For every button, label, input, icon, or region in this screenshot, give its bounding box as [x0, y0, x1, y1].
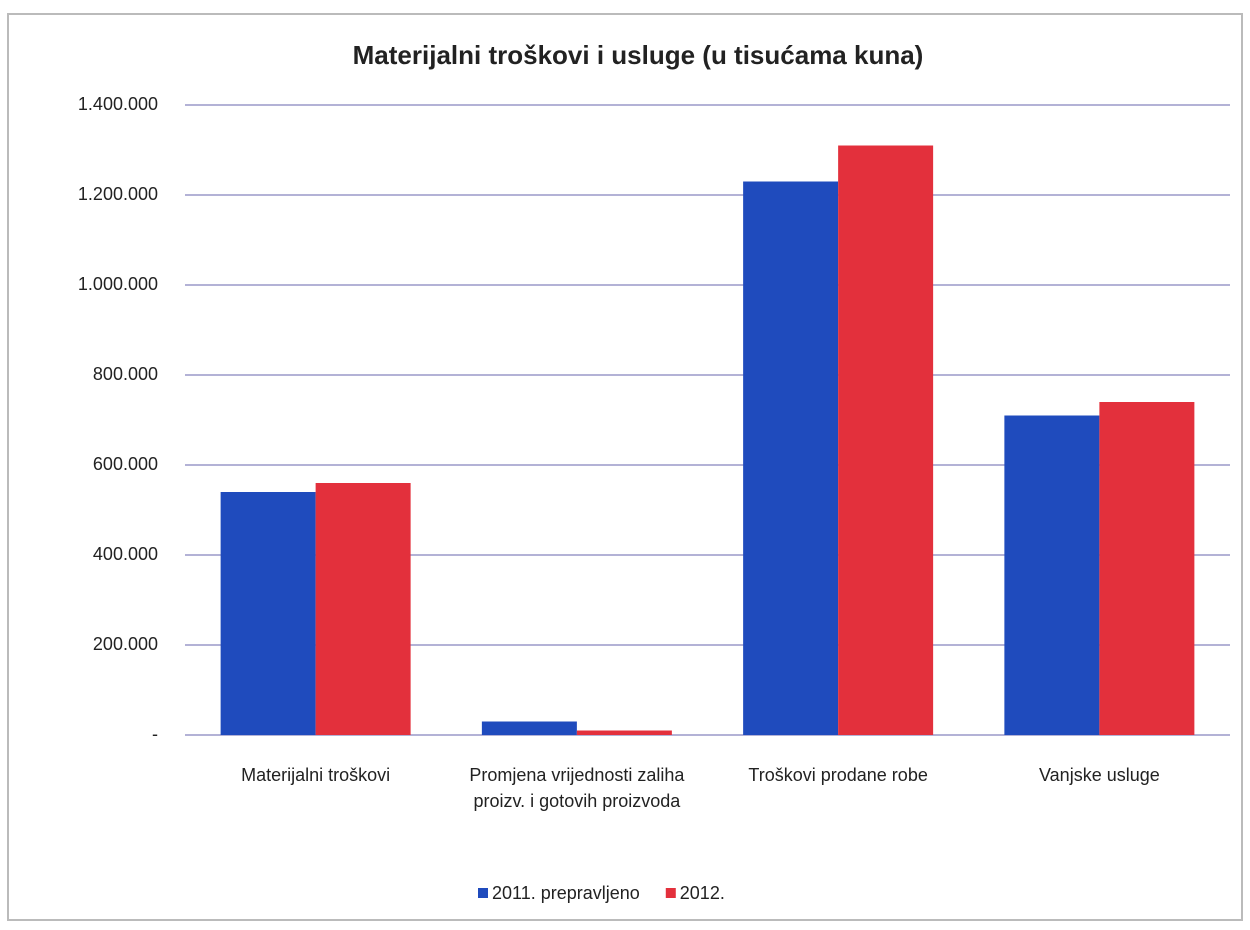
y-tick-label: 1.200.000 — [78, 184, 158, 204]
y-tick-label: - — [152, 724, 158, 744]
bar — [838, 145, 934, 735]
y-tick-label: 800.000 — [93, 364, 158, 384]
y-tick-label: 400.000 — [93, 544, 158, 564]
bar — [1099, 402, 1195, 735]
bar — [743, 181, 839, 735]
legend-swatch — [478, 888, 488, 898]
x-tick-label: Promjena vrijednosti zaliha proizv. i go… — [469, 765, 685, 811]
legend-label: 2012. — [680, 883, 725, 903]
chart-title: Materijalni troškovi i usluge (u tisućam… — [353, 40, 924, 70]
bar — [1004, 415, 1100, 735]
bar — [481, 721, 577, 735]
x-tick-label: Troškovi prodane robe — [748, 765, 928, 785]
y-tick-label: 1.000.000 — [78, 274, 158, 294]
bar — [315, 483, 411, 735]
bar — [576, 730, 672, 735]
y-tick-label: 1.400.000 — [78, 94, 158, 114]
x-tick-label: Vanjske usluge — [1039, 765, 1160, 785]
bar — [220, 492, 316, 735]
legend-label: 2011. prepravljeno — [492, 883, 640, 903]
y-tick-label: 200.000 — [93, 634, 158, 654]
legend-swatch — [665, 888, 676, 898]
y-tick-label: 600.000 — [93, 454, 158, 474]
x-tick-label: Materijalni troškovi — [241, 765, 391, 785]
